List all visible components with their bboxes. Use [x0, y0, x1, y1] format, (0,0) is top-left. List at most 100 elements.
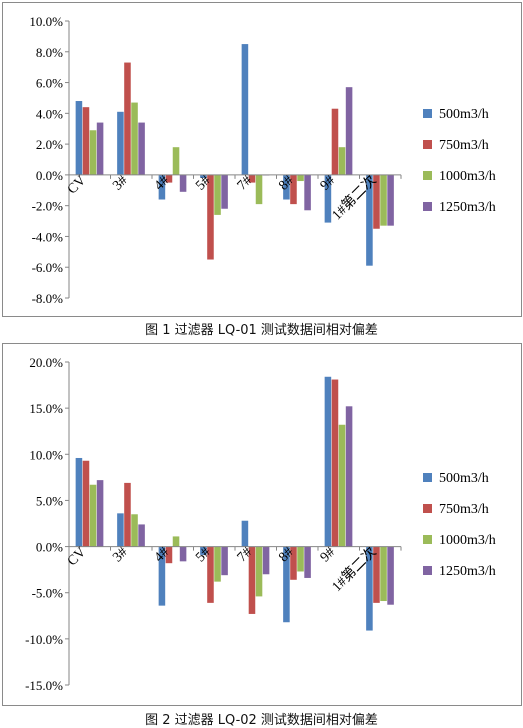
- bar-8#-500m3/h: [283, 174, 290, 200]
- bar-9#-1250m3/h: [345, 406, 353, 547]
- legend-label: 750m3/h: [439, 502, 489, 517]
- bar-8#-1000m3/h: [297, 174, 304, 182]
- bar-7#-1000m3/h: [255, 546, 263, 597]
- bar-8#-1250m3/h: [304, 174, 311, 211]
- bar-1#第二次-500m3/h: [366, 174, 373, 266]
- bar-7#-500m3/h: [241, 44, 249, 175]
- y-tick-label: 4.0%: [36, 106, 63, 121]
- y-tick-label: 0.0%: [36, 168, 63, 183]
- bar-3#-750m3/h: [124, 62, 131, 175]
- y-tick-label: 10.0%: [29, 447, 63, 462]
- bar-8#-750m3/h: [290, 174, 297, 205]
- chart-lq02-caption: 图 2 过滤器 LQ-02 测试数据间相对偏差: [145, 713, 378, 728]
- bar-7#-1000m3/h: [255, 174, 263, 205]
- bar-3#-1250m3/h: [138, 122, 145, 175]
- bar-5#-1000m3/h: [214, 174, 221, 215]
- legend-swatch: [423, 535, 432, 544]
- bar-9#-500m3/h: [324, 376, 332, 547]
- bar-1#第二次-1000m3/h: [380, 546, 387, 602]
- bar-3#-750m3/h: [124, 482, 131, 547]
- legend-swatch: [423, 171, 432, 180]
- y-tick-label: 8.0%: [36, 45, 63, 60]
- bar-5#-1250m3/h: [221, 174, 228, 209]
- legend-label: 1250m3/h: [439, 564, 496, 579]
- y-tick-label: -10.0%: [25, 632, 63, 647]
- bar-3#-1250m3/h: [138, 524, 145, 547]
- bar-4#-750m3/h: [165, 546, 173, 564]
- y-tick-label: 10.0%: [29, 14, 63, 29]
- y-tick-label: 6.0%: [36, 76, 63, 91]
- bar-1#第二次-1000m3/h: [380, 174, 387, 226]
- chart-lq01-caption: 图 1 过滤器 LQ-01 测试数据间相对偏差: [145, 323, 378, 338]
- bar-CV-1000m3/h: [89, 484, 97, 547]
- x-category-label: 9#: [318, 545, 339, 566]
- bar-7#-750m3/h: [248, 546, 256, 614]
- bar-CV-500m3/h: [75, 101, 83, 175]
- bar-8#-1250m3/h: [304, 546, 311, 578]
- legend-swatch: [423, 566, 432, 575]
- legend-label: 1000m3/h: [439, 533, 496, 548]
- legend-label: 500m3/h: [439, 107, 489, 122]
- y-tick-label: -15.0%: [25, 678, 63, 693]
- bar-4#-1000m3/h: [172, 536, 180, 547]
- y-tick-label: -4.0%: [32, 229, 64, 244]
- x-category-label: 3#: [110, 545, 131, 566]
- bar-1#第二次-1250m3/h: [387, 546, 394, 605]
- bar-3#-500m3/h: [117, 513, 124, 547]
- legend-label: 500m3/h: [439, 471, 489, 486]
- bar-3#-1000m3/h: [131, 102, 138, 175]
- bar-8#-1000m3/h: [297, 546, 304, 572]
- bar-4#-1000m3/h: [172, 147, 180, 175]
- bar-9#-1000m3/h: [338, 147, 346, 175]
- bar-CV-1250m3/h: [96, 122, 104, 175]
- bar-4#-1250m3/h: [179, 174, 187, 192]
- chart-lq01: 10.0% 8.0% 6.0% 4.0% 2.0% 0.0% -2.0% -4.0% -6.0%…: [2, 2, 522, 317]
- bar-9#-1000m3/h: [338, 424, 346, 547]
- y-tick-label: -8.0%: [32, 291, 64, 306]
- bar-5#-750m3/h: [207, 546, 214, 603]
- bar-8#-750m3/h: [290, 546, 297, 580]
- legend-label: 1000m3/h: [439, 169, 496, 184]
- bar-1#第二次-750m3/h: [373, 174, 380, 229]
- bar-4#-750m3/h: [165, 174, 173, 183]
- legend-label: 750m3/h: [439, 138, 489, 153]
- bar-5#-500m3/h: [200, 546, 207, 555]
- bar-1#第二次-500m3/h: [366, 546, 373, 631]
- bar-3#-1000m3/h: [131, 514, 138, 547]
- y-tick-label: 5.0%: [36, 493, 63, 508]
- legend-swatch: [423, 140, 432, 149]
- bar-5#-750m3/h: [207, 174, 214, 260]
- bar-7#-500m3/h: [241, 520, 249, 547]
- y-tick-label: 15.0%: [29, 401, 63, 416]
- bar-4#-500m3/h: [158, 174, 166, 200]
- y-tick-label: -6.0%: [32, 260, 64, 275]
- bar-CV-1250m3/h: [96, 480, 104, 547]
- bar-CV-1000m3/h: [89, 130, 97, 175]
- chart-lq02: 20.0% 15.0% 10.0% 5.0% 0.0% -5.0% -10.0% -15.0%…: [2, 343, 522, 706]
- y-tick-label: -5.0%: [32, 586, 64, 601]
- legend-swatch: [423, 504, 432, 513]
- bar-8#-500m3/h: [283, 546, 290, 623]
- bar-5#-1000m3/h: [214, 546, 221, 582]
- bar-5#-1250m3/h: [221, 546, 228, 576]
- bar-CV-500m3/h: [75, 457, 83, 547]
- legend-swatch: [423, 202, 432, 211]
- bar-4#-500m3/h: [158, 546, 166, 606]
- legend-label: 1250m3/h: [439, 200, 496, 215]
- bar-4#-1250m3/h: [179, 546, 187, 562]
- bar-5#-500m3/h: [200, 174, 207, 178]
- chart-lq02-svg: 20.0% 15.0% 10.0% 5.0% 0.0% -5.0% -10.0% -15.0%…: [25, 355, 496, 693]
- y-tick-label: -2.0%: [32, 199, 64, 214]
- bar-9#-750m3/h: [331, 108, 339, 175]
- bar-9#-500m3/h: [324, 174, 332, 223]
- legend-swatch: [423, 109, 432, 118]
- bar-1#第二次-750m3/h: [373, 546, 380, 603]
- chart-lq01-svg: 10.0% 8.0% 6.0% 4.0% 2.0% 0.0% -2.0% -4.0% -6.0%…: [29, 14, 496, 306]
- legend-swatch: [423, 473, 432, 482]
- bar-3#-500m3/h: [117, 111, 124, 175]
- bar-CV-750m3/h: [82, 107, 90, 175]
- x-category-label: 3#: [110, 173, 131, 194]
- bar-7#-1250m3/h: [262, 546, 270, 575]
- y-tick-label: 20.0%: [29, 355, 63, 370]
- bar-CV-750m3/h: [82, 460, 90, 547]
